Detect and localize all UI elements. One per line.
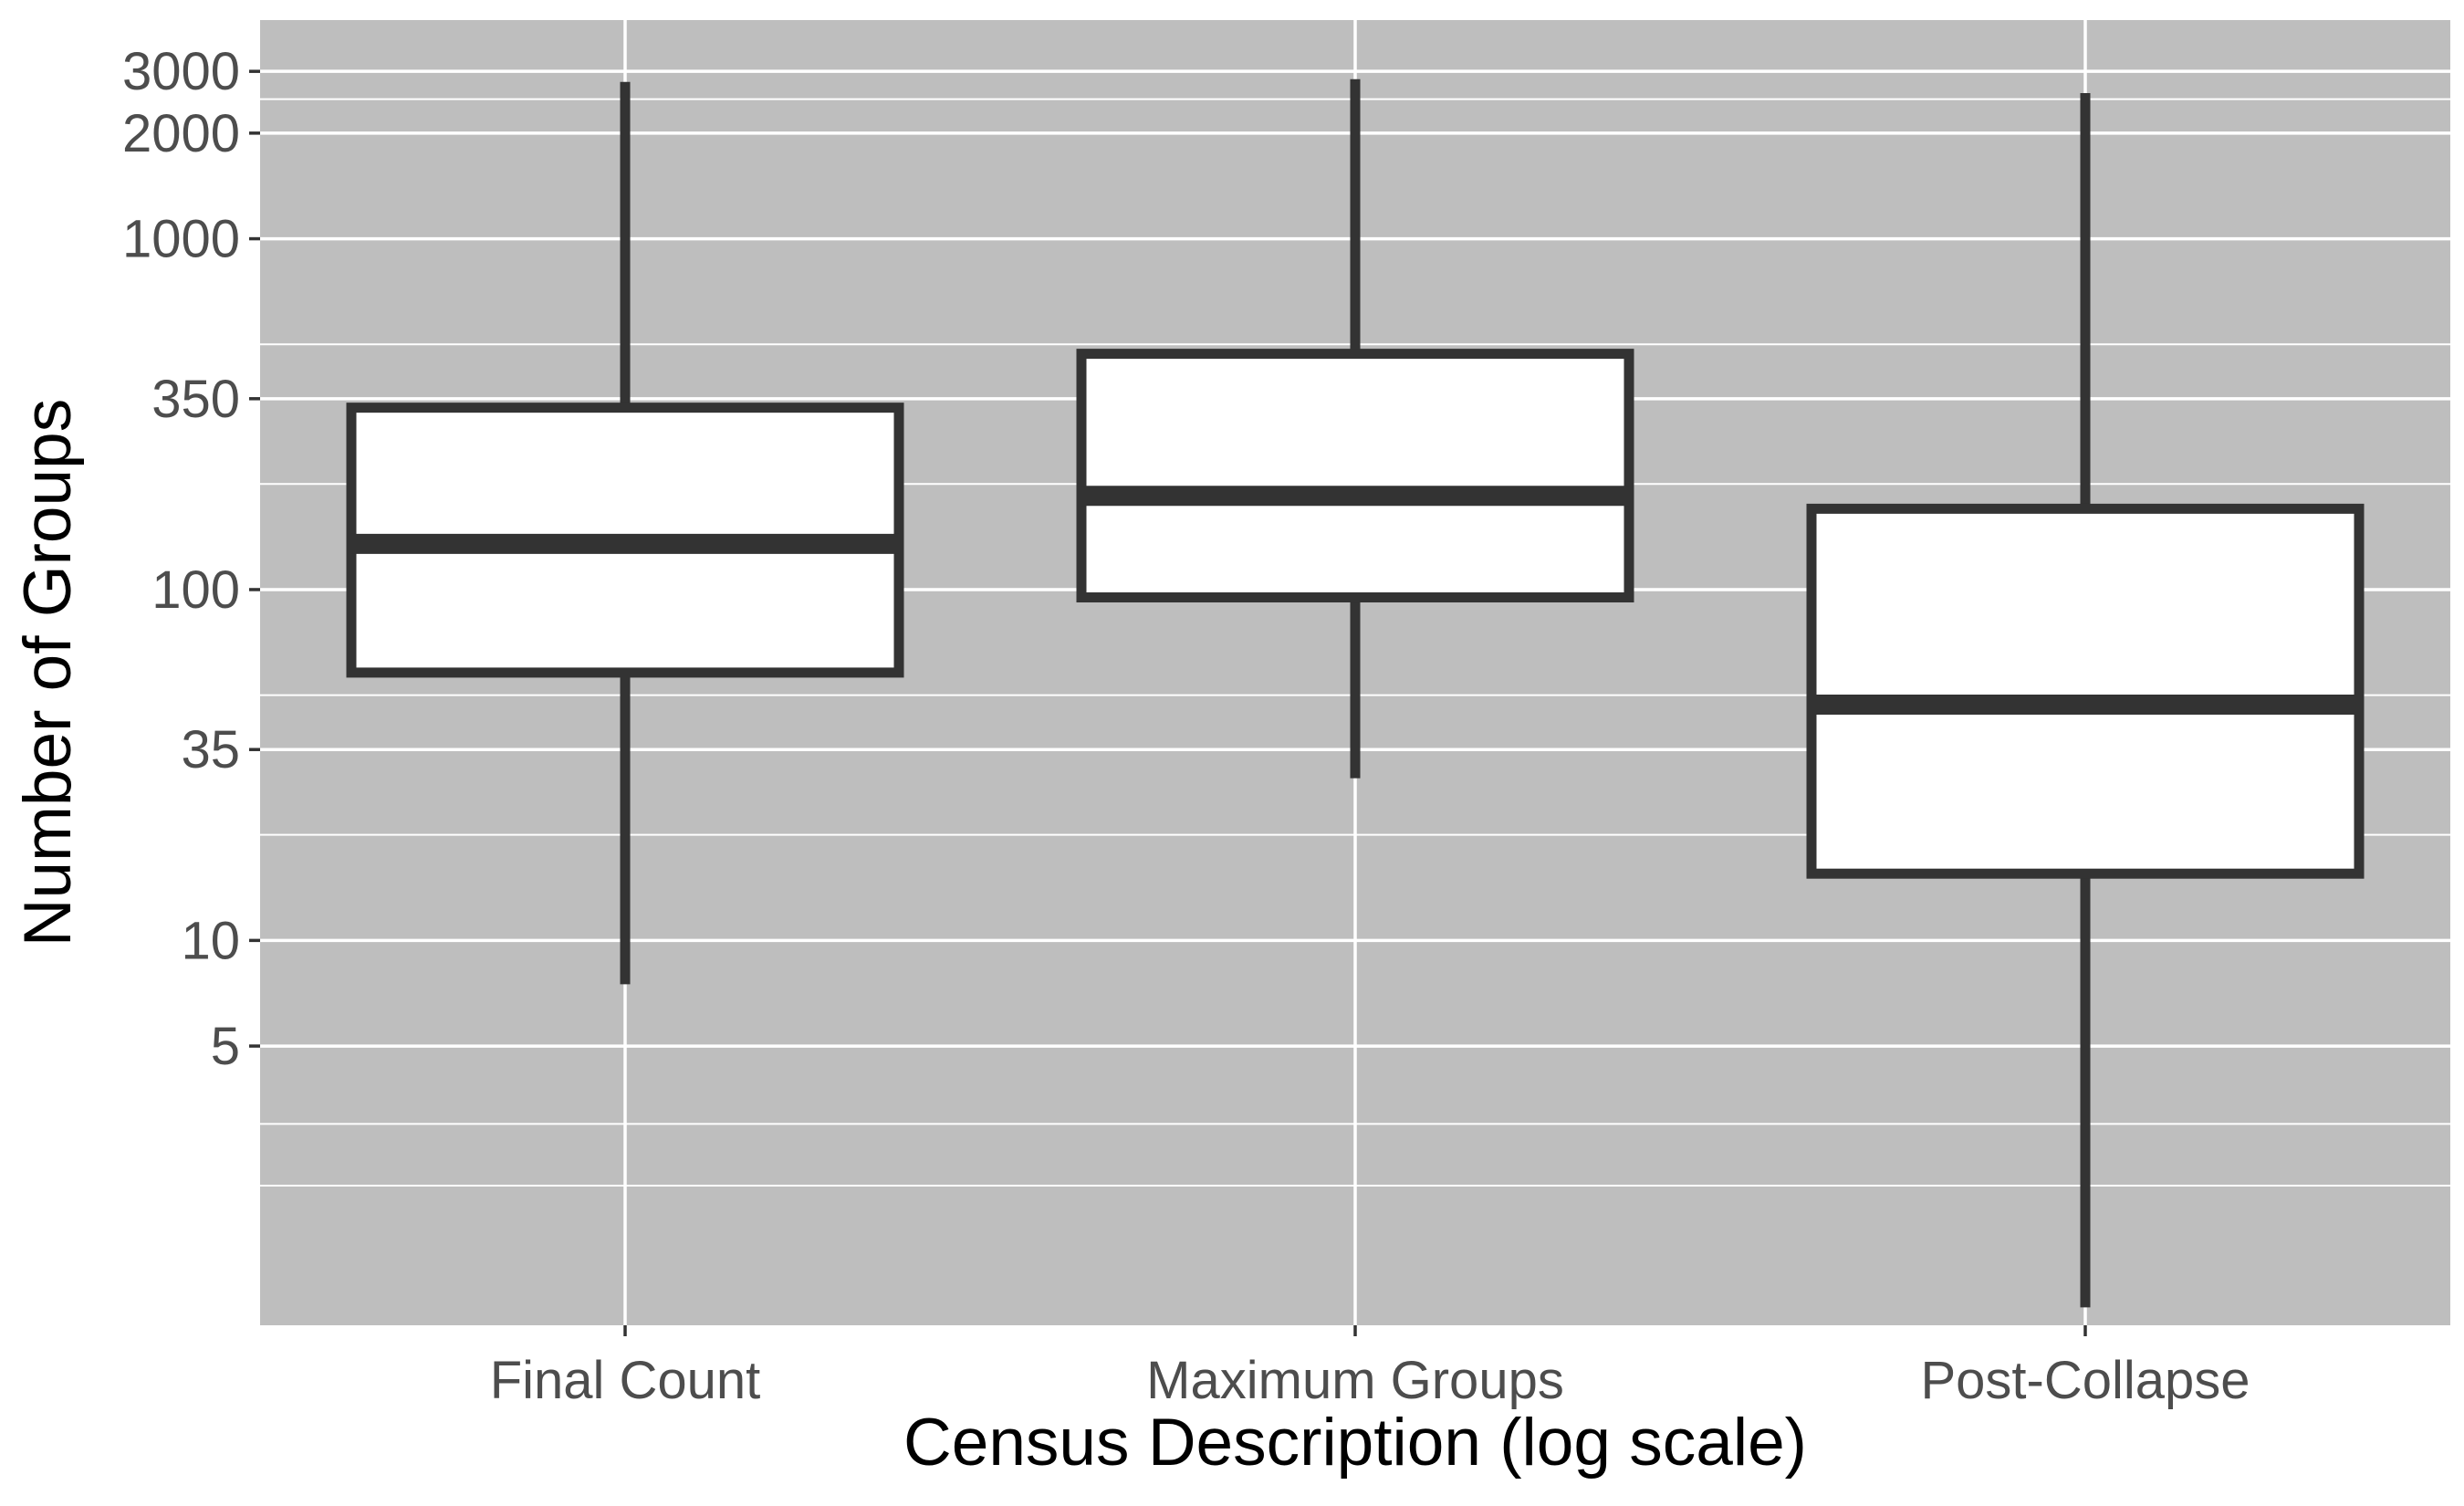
x-tick-label: Final Count — [490, 1351, 761, 1410]
x-tick-label: Post-Collapse — [1920, 1351, 2250, 1410]
x-axis-ticks: Final Count Maximum Groups Post-Collapse — [490, 1325, 2250, 1410]
y-tick-label: 2000 — [122, 104, 240, 163]
y-tick-label: 1000 — [122, 210, 240, 269]
iqr-box — [1806, 503, 2365, 879]
box-post-collapse — [1806, 93, 2365, 1308]
x-tick-label: Maximum Groups — [1146, 1351, 1564, 1410]
y-tick-label: 5 — [211, 1017, 240, 1076]
y-tick-label: 350 — [151, 370, 240, 429]
x-axis-title: Census Description (log scale) — [903, 1406, 1807, 1480]
iqr-box — [1076, 349, 1634, 603]
y-tick-label: 35 — [181, 720, 240, 779]
y-tick-label: 3000 — [122, 42, 240, 101]
boxes — [346, 78, 2365, 1308]
y-tick-label: 100 — [151, 560, 240, 620]
y-axis-title: Number of Groups — [11, 399, 85, 946]
box-final-count — [346, 81, 904, 985]
y-tick-label: 10 — [181, 911, 240, 970]
box-maximum-groups — [1076, 78, 1634, 779]
